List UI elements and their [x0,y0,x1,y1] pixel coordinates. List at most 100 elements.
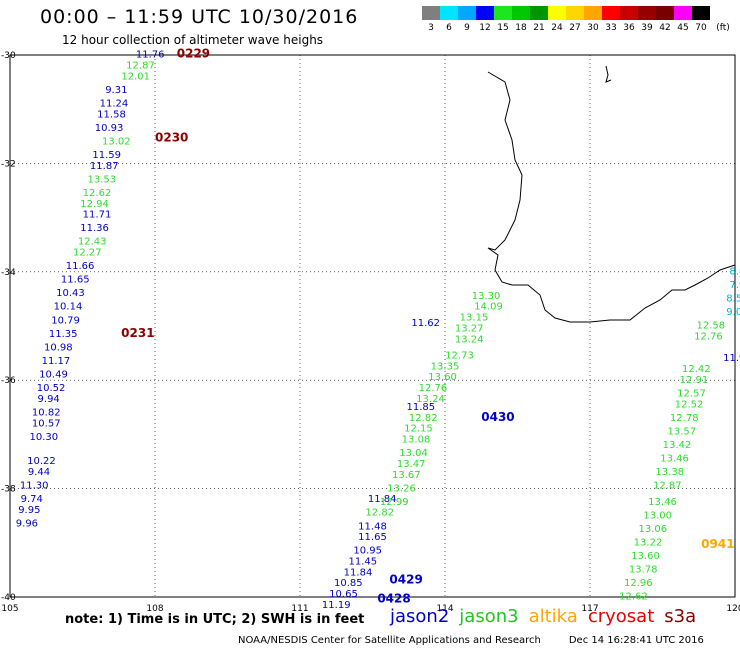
lat-tick-label: -34 [1,268,16,278]
wave-height-value: 9.44 [28,467,50,478]
legend-entry-altika: altika [528,606,578,627]
wave-height-value: 13.38 [655,467,684,478]
credits-text: NOAA/NESDIS Center for Satellite Applica… [238,635,541,646]
wave-height-value: 12.87 [126,61,155,72]
wave-height-value: 10.65 [329,589,358,600]
colorbar-swatch [512,6,530,20]
wave-height-value: 11.84 [368,494,397,505]
wave-height-value: 13.22 [634,538,663,549]
wave-height-value: 11.65 [61,275,90,286]
colorbar-swatch [620,6,638,20]
wave-height-value: 8.0 [729,267,740,278]
wave-height-value: 10.57 [32,418,61,429]
pass-time-label: 0231 [121,326,154,340]
pass-time-label: 0941 [701,537,734,551]
wave-height-value: 12.76 [694,332,723,343]
wave-height-value: 10.30 [30,432,59,443]
wave-height-value: 11.17 [42,356,71,367]
wave-height-value: 12.52 [675,399,704,410]
colorbar-swatch [602,6,620,20]
wave-height-value: 12.42 [682,364,711,375]
colorbar-swatch [440,6,458,20]
timestamp: Dec 14 16:28:41 UTC 2016 [568,635,704,646]
wave-height-value: 11.62 [411,318,440,329]
wave-height-value: 13.53 [88,174,117,185]
lat-tick-label: -30 [1,51,16,61]
wave-height-value: 12.78 [670,413,699,424]
wave-height-value: 11.35 [49,329,78,340]
colorbar-label: 15 [497,23,509,33]
lon-tick-label: 117 [581,604,598,614]
wave-height-value: 10.14 [54,302,83,313]
lon-tick-label: 105 [1,604,18,614]
wave-height-value: 10.98 [44,342,73,353]
wave-height-value: 11.91 [723,353,740,364]
colorbar-label: 39 [641,23,653,33]
wave-height-value: 8.57 [726,294,740,305]
wave-height-value: 13.24 [416,394,445,405]
legend-entry-jason3: jason3 [459,606,519,627]
wave-height-value: 12.96 [624,578,653,589]
colorbar-swatch [674,6,692,20]
wave-height-value: 12.82 [409,413,438,424]
colorbar-label: 18 [515,23,527,33]
wave-height-value: 13.24 [455,334,484,345]
wave-height-value: 10.22 [27,456,56,467]
wave-height-value: 12.43 [78,237,107,248]
wave-height-value: 9.94 [38,394,60,405]
wave-height-value: 12.01 [121,71,150,82]
wave-height-value: 10.79 [51,315,80,326]
colorbar-label: 12 [479,23,491,33]
wave-height-value: 12.91 [680,375,709,386]
wave-height-value: 9.95 [18,505,40,516]
pass-time-label: 0428 [377,591,410,605]
colorbar-label: 45 [677,23,689,33]
wave-height-value: 13.47 [397,459,426,470]
wave-height-value: 13.15 [460,313,489,324]
mission-legend: jason2 jason3 altika cryosat s3a [390,606,706,627]
wave-height-value: 11.24 [100,98,129,109]
pass-time-label: 0229 [177,47,210,61]
colorbar-label: 70 [695,23,707,33]
wave-height-value: 13.46 [660,454,689,465]
colorbar-swatch [476,6,494,20]
wave-height-value: 13.60 [631,551,660,562]
lat-tick-label: -38 [1,485,16,495]
legend-entry-cryosat: cryosat [587,606,655,627]
wave-height-value: 9.02 [726,307,740,318]
footer-note: note: 1) Time is in UTC; 2) SWH is in fe… [65,612,365,627]
lon-tick-label: 111 [291,604,308,614]
wave-height-value: 12.27 [73,248,102,259]
page-subtitle: 12 hour collection of altimeter wave hei… [62,33,324,47]
wave-height-value: 14.09 [474,302,503,313]
wave-height-value: 13.08 [402,435,431,446]
map-frame [9,54,736,598]
colorbar-label: 30 [587,23,599,33]
colorbar-swatch [422,6,440,20]
wave-height-value: 11.59 [92,150,121,161]
colorbar-swatch [494,6,512,20]
lat-tick-label: -32 [1,159,16,169]
lon-tick-label: 120 [726,604,740,614]
wave-height-value: 12.94 [80,199,109,210]
coastline [487,71,736,323]
colorbar-label: 42 [659,23,671,33]
lon-tick-label: 108 [146,604,163,614]
colorbar-swatch [530,6,548,20]
wave-height-value: 11.19 [322,600,351,611]
wave-height-value: 10.85 [334,578,363,589]
wave-height-value: 13.57 [668,426,697,437]
page-title: 00:00 – 11:59 UTC 10/30/2016 [40,6,359,28]
wave-height-value: 13.06 [639,524,668,535]
wave-height-value: 10.82 [32,407,61,418]
wave-height-value: 9.74 [21,494,43,505]
legend-entry-jason2: jason2 [390,606,450,627]
wave-height-value: 12.99 [380,497,409,508]
wave-height-value: 11.87 [90,161,119,172]
colorbar-swatch [656,6,674,20]
wave-height-value: 13.78 [629,565,658,576]
wave-height-value: 10.52 [37,383,66,394]
lon-tick-label: 114 [436,604,453,614]
colorbar-unit: (ft) [716,23,730,33]
